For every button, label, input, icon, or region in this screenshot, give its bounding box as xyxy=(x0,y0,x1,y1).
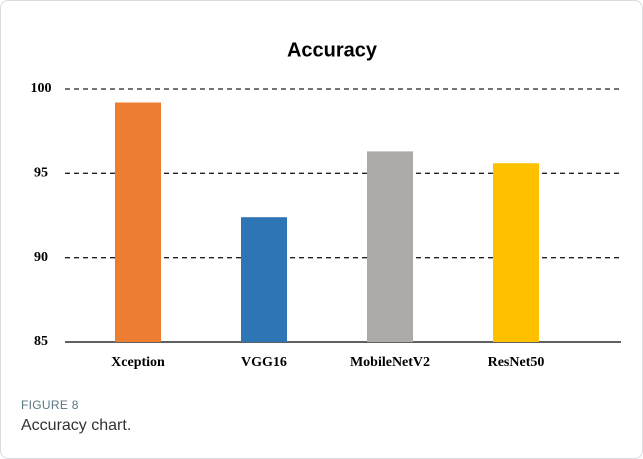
figure-caption: Accuracy chart. xyxy=(21,417,132,434)
bar xyxy=(367,151,413,342)
y-tick-label: 95 xyxy=(34,166,48,181)
x-tick-label: VGG16 xyxy=(241,355,287,370)
chart-title: Accuracy xyxy=(287,39,378,61)
y-tick-label: 85 xyxy=(34,334,48,349)
chart: Accuracy 85 90 95 100 Xception VGG16 MobileNet… xyxy=(31,39,621,370)
bar xyxy=(493,163,539,342)
figure-label: FIGURE 8 xyxy=(21,398,79,412)
x-tick-label: Xception xyxy=(111,355,165,370)
bar xyxy=(241,217,287,342)
x-tick-label: ResNet50 xyxy=(488,355,545,370)
y-tick-label: 100 xyxy=(31,81,52,96)
x-tick-label: MobileNetV2 xyxy=(350,355,430,370)
bar xyxy=(115,102,161,342)
y-tick-label: 90 xyxy=(34,250,48,265)
